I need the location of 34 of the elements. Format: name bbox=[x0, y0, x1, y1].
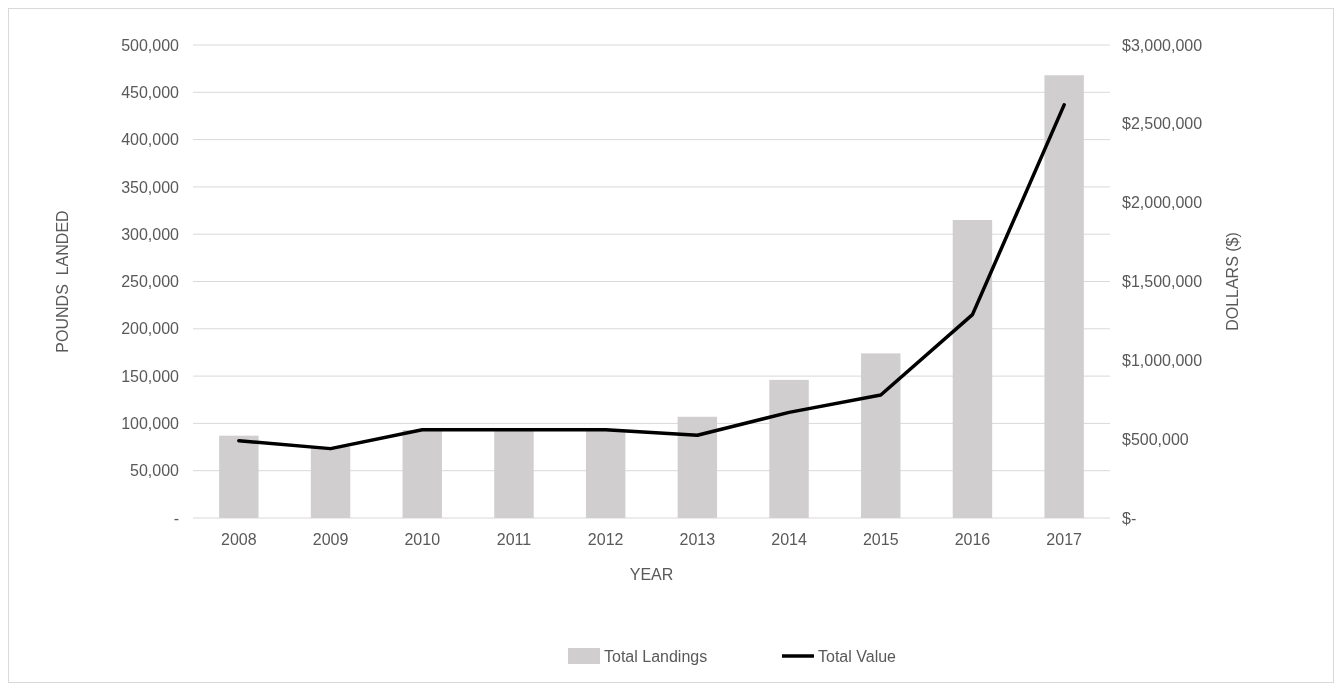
x-tick-label: 2012 bbox=[587, 531, 624, 548]
x-tick-label: 2008 bbox=[221, 531, 257, 548]
x-tick-label: 2015 bbox=[862, 531, 899, 548]
x-tick-label: 2017 bbox=[1046, 531, 1083, 548]
x-tick-label: 2009 bbox=[312, 531, 349, 548]
x-tick-label: 2011 bbox=[496, 531, 532, 548]
legend-label: Total Value bbox=[818, 647, 897, 665]
y2-axis-title: DOLLARS ($) bbox=[1224, 232, 1241, 331]
y-tick-label: 200,000 bbox=[121, 320, 180, 338]
y2-tick-label: $1,000,000 bbox=[1122, 351, 1203, 369]
x-tick-label: 2010 bbox=[404, 531, 441, 548]
x-tick-label: 2014 bbox=[771, 531, 807, 548]
y2-tick-label: $2,500,000 bbox=[1122, 115, 1203, 133]
y2-tick-label: $2,000,000 bbox=[1122, 194, 1203, 212]
y2-tick-label: $- bbox=[1122, 509, 1137, 527]
y-tick-label: 350,000 bbox=[121, 178, 180, 196]
y2-tick-label: $500,000 bbox=[1122, 430, 1189, 448]
x-axis-title: YEAR bbox=[629, 566, 674, 583]
y2-tick-label: $3,000,000 bbox=[1122, 36, 1203, 54]
x-tick-label: 2013 bbox=[679, 531, 716, 548]
legend-label: Total Landings bbox=[604, 647, 708, 665]
y-tick-label: 450,000 bbox=[121, 83, 180, 101]
y2-tick-label: $1,500,000 bbox=[1122, 273, 1203, 291]
y-tick-label: 150,000 bbox=[121, 367, 180, 385]
y-tick-label: 100,000 bbox=[121, 415, 180, 432]
y-tick-label: 500,000 bbox=[121, 36, 180, 54]
y-tick-label: - bbox=[173, 509, 179, 527]
y-tick-label: 400,000 bbox=[121, 131, 180, 149]
y-axis-title: POUNDS LANDED bbox=[54, 210, 71, 353]
y-tick-label: 250,000 bbox=[121, 273, 180, 291]
line-series bbox=[237, 103, 1066, 451]
x-tick-label: 2016 bbox=[954, 531, 991, 548]
y-tick-label: 50,000 bbox=[130, 462, 180, 480]
y-tick-label: 300,000 bbox=[121, 225, 180, 243]
